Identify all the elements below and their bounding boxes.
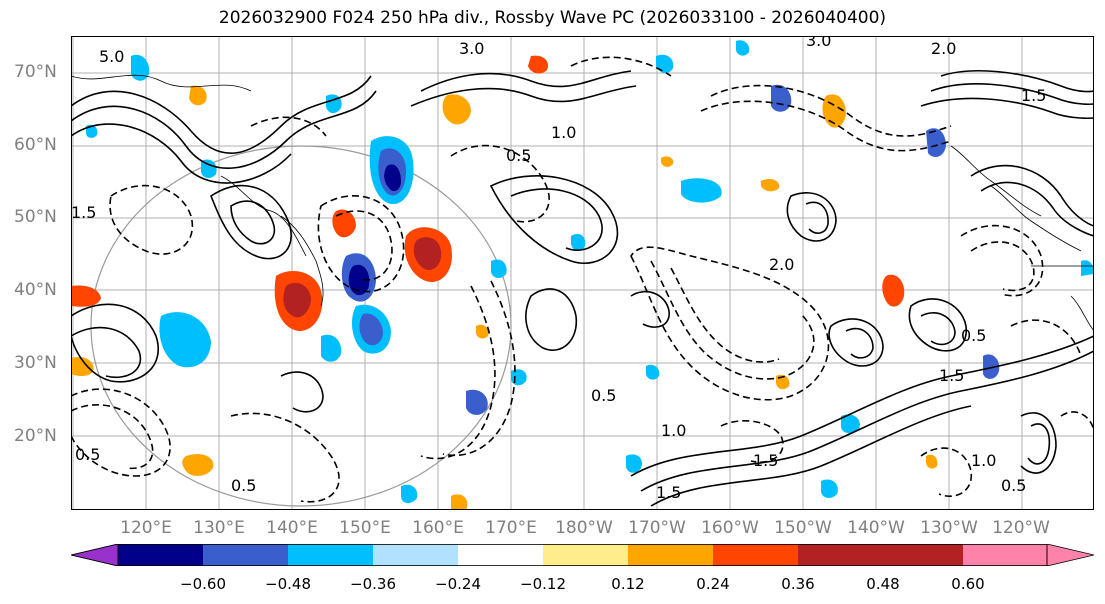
contour-label: 3.0 bbox=[806, 36, 831, 50]
lat-label-30n: 30°N bbox=[14, 353, 57, 373]
colorbar-segment bbox=[203, 544, 289, 566]
map-title: 2026032900 F024 250 hPa div., Rossby Wav… bbox=[218, 8, 887, 28]
contour-label: 1.0 bbox=[971, 451, 996, 470]
contour-label: 1.5 bbox=[939, 366, 964, 385]
contour-label: 0.5 bbox=[506, 146, 531, 165]
colorbar-tick: −0.36 bbox=[350, 575, 396, 593]
lat-label-40n: 40°N bbox=[14, 280, 57, 300]
colorbar-segment bbox=[118, 544, 204, 566]
colorbar-tick: −0.24 bbox=[435, 575, 481, 593]
colorbar-tick: 0.12 bbox=[611, 575, 645, 593]
contour-label: 0.5 bbox=[1001, 476, 1026, 495]
contour-label: 2.0 bbox=[769, 255, 794, 274]
colorbar-segment bbox=[373, 544, 459, 566]
lon-label: 120°W bbox=[992, 518, 1050, 538]
lon-label: 160°W bbox=[701, 518, 759, 538]
contour-label: 3.0 bbox=[459, 39, 484, 58]
contour-label: 2.0 bbox=[931, 39, 956, 58]
contour-label: 0.5 bbox=[75, 445, 100, 464]
lon-label: 170°E bbox=[485, 518, 537, 538]
colorbar-tick: −0.60 bbox=[180, 575, 226, 593]
lon-label: 140°W bbox=[847, 518, 905, 538]
lat-label-20n: 20°N bbox=[14, 426, 57, 446]
lon-label: 180°W bbox=[555, 518, 613, 538]
contour-label: 1.0 bbox=[551, 123, 576, 142]
lat-label-50n: 50°N bbox=[14, 207, 57, 227]
colorbar-segment bbox=[713, 544, 799, 566]
lon-label: 150°E bbox=[339, 518, 391, 538]
lon-label: 160°E bbox=[412, 518, 464, 538]
divergence-shading bbox=[71, 40, 1094, 510]
colorbar-segment bbox=[963, 544, 1047, 566]
lon-label: 170°W bbox=[628, 518, 686, 538]
map-canvas: 5.0 3.0 3.0 2.0 1.5 0.5 1.0 2.0 0.5 1.5 … bbox=[71, 36, 1094, 510]
map-panel: 5.0 3.0 3.0 2.0 1.5 0.5 1.0 2.0 0.5 1.5 … bbox=[71, 36, 1094, 510]
lon-label: 130°E bbox=[193, 518, 245, 538]
colorbar-segment bbox=[288, 544, 374, 566]
colorbar-segment bbox=[798, 544, 884, 566]
pc-contours bbox=[71, 70, 1094, 507]
pc-contours-negative bbox=[71, 56, 1094, 503]
colorbar-segment bbox=[628, 544, 714, 566]
colorbar-tick: −0.12 bbox=[520, 575, 566, 593]
contour-label: 1.5 bbox=[753, 451, 778, 470]
colorbar-segment-gt-060 bbox=[1046, 544, 1094, 566]
contour-label-group: 5.0 3.0 3.0 2.0 1.5 0.5 1.0 2.0 0.5 1.5 … bbox=[71, 36, 1046, 502]
contour-label: 0.5 bbox=[591, 386, 616, 405]
contour-label: 1.5 bbox=[71, 203, 96, 222]
contour-label: 0.5 bbox=[231, 476, 256, 495]
colorbar-tick: 0.36 bbox=[781, 575, 815, 593]
contour-label: 0.5 bbox=[961, 326, 986, 345]
lat-label-70n: 70°N bbox=[14, 62, 57, 82]
lon-label: 150°W bbox=[774, 518, 832, 538]
colorbar-tick: 0.48 bbox=[866, 575, 900, 593]
coastlines bbox=[71, 74, 1094, 332]
colorbar bbox=[71, 544, 1094, 566]
lon-label: 130°W bbox=[920, 518, 978, 538]
colorbar-segment-lt-neg060 bbox=[71, 544, 119, 566]
colorbar-tick: 0.24 bbox=[696, 575, 730, 593]
contour-label: 1.0 bbox=[661, 421, 686, 440]
colorbar-tick: −0.48 bbox=[265, 575, 311, 593]
grid-lines bbox=[71, 36, 1094, 510]
contour-label: 1.5 bbox=[656, 483, 681, 502]
colorbar-segment bbox=[458, 544, 544, 566]
contour-label: 5.0 bbox=[99, 47, 124, 66]
lon-label: 120°E bbox=[120, 518, 172, 538]
colorbar-tick: 0.60 bbox=[951, 575, 985, 593]
wave-packet-outline bbox=[90, 145, 512, 507]
colorbar-segment bbox=[543, 544, 629, 566]
lat-label-60n: 60°N bbox=[14, 135, 57, 155]
lon-label: 140°E bbox=[266, 518, 318, 538]
contour-label: 1.5 bbox=[1021, 86, 1046, 105]
